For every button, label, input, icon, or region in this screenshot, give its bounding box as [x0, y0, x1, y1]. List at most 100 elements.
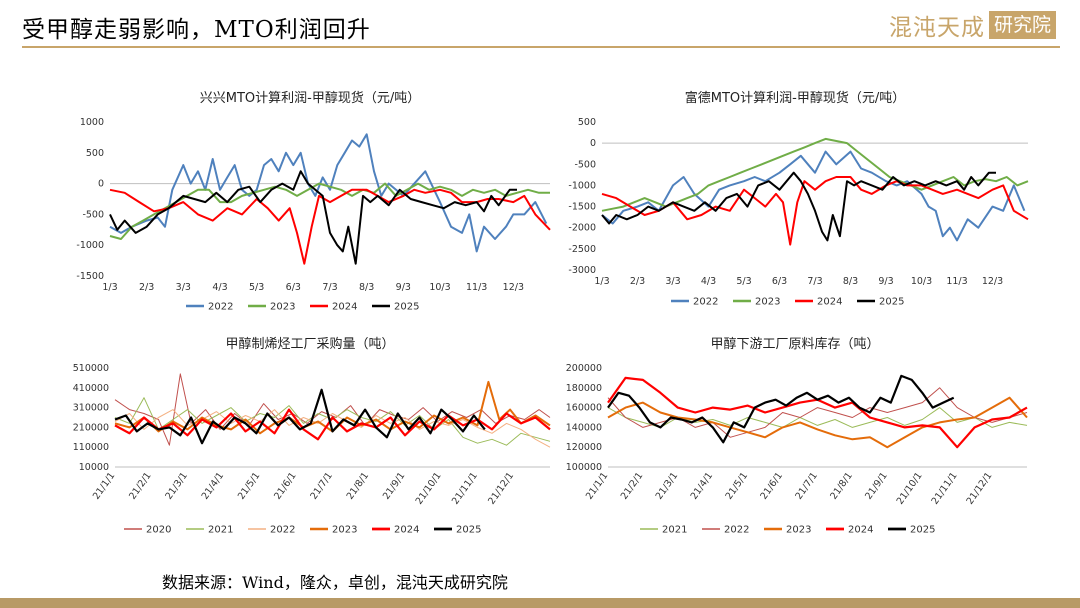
series-line-2025 [109, 170, 517, 265]
series-line-2022 [601, 150, 1026, 242]
y-tick-label: 0 [590, 138, 596, 149]
x-tick-label: 4/3 [212, 282, 227, 293]
x-tick-label: 3/3 [176, 282, 191, 293]
legend-label-2023: 2023 [332, 525, 357, 536]
y-tick-label: 10000 [79, 462, 109, 473]
y-tick-label: -1500 [568, 202, 596, 213]
x-tick-label: 21/5/1 [236, 470, 263, 501]
x-tick-label: 21/6/1 [758, 470, 785, 501]
series-line-2025 [114, 388, 486, 445]
x-tick-label: 10/3 [911, 276, 932, 287]
y-tick-label: -1000 [568, 180, 596, 191]
x-tick-label: 21/4/1 [689, 470, 716, 501]
y-tick-label: 180000 [566, 383, 602, 394]
legend-label-2022: 2022 [208, 302, 233, 313]
series-line-2023 [607, 396, 1028, 449]
x-tick-label: 12/3 [503, 282, 524, 293]
legend-label-2024: 2024 [817, 297, 842, 308]
x-tick-label: 21/6/1 [272, 470, 299, 501]
legend-label-2022: 2022 [724, 525, 749, 536]
legend-label-2024: 2024 [332, 302, 357, 313]
x-tick-label: 21/9/1 [863, 470, 890, 501]
y-tick-label: 410000 [73, 383, 109, 394]
legend-label-2022: 2022 [270, 525, 295, 536]
x-tick-label: 21/10/1 [895, 470, 925, 506]
chart-fude: 富德MTO计算利润-甲醇现货（元/吨） -3000 -2500 -2000 -1500 -… [568, 90, 1029, 308]
legend-label-2024: 2024 [848, 525, 873, 536]
y-tick-label: 500 [578, 117, 596, 128]
legend-label-2025: 2025 [879, 297, 904, 308]
y-tick-label: 140000 [566, 422, 602, 433]
legend-label-2020: 2020 [146, 525, 171, 536]
legend-label-2023: 2023 [755, 297, 780, 308]
legend-label-2022: 2022 [693, 297, 718, 308]
x-tick-label: 2/3 [630, 276, 645, 287]
x-tick-label: 21/1/1 [584, 470, 611, 501]
x-tick-label: 21/9/1 [381, 470, 408, 501]
x-tick-label: 10/3 [429, 282, 450, 293]
legend-label-2021: 2021 [662, 525, 687, 536]
y-tick-label: -500 [82, 209, 104, 220]
y-tick-label: 110000 [73, 442, 109, 453]
x-tick-label: 21/12/1 [486, 470, 516, 506]
x-tick-label: 21/3/1 [163, 470, 190, 501]
y-tick-label: -2000 [568, 223, 596, 234]
x-tick-label: 7/3 [322, 282, 337, 293]
x-tick-label: 21/5/1 [724, 470, 751, 501]
x-tick-label: 11/3 [946, 276, 967, 287]
legend-label-2023: 2023 [786, 525, 811, 536]
brand-logo: 混沌天成 研究院 [889, 10, 1056, 41]
x-tick-label: 8/3 [359, 282, 374, 293]
chart-title: 甲醇下游工厂原料库存（吨） [710, 336, 879, 352]
x-tick-label: 21/3/1 [654, 470, 681, 501]
y-tick-label: 210000 [73, 422, 109, 433]
series-line-2021 [114, 397, 551, 446]
footer-bar [0, 598, 1080, 608]
y-tick-label: 120000 [566, 442, 602, 453]
x-tick-label: 8/3 [843, 276, 858, 287]
x-tick-label: 21/7/1 [308, 470, 335, 501]
header-rule [22, 46, 1060, 48]
legend-label-2021: 2021 [208, 525, 233, 536]
series-line-2024 [601, 176, 1029, 246]
x-tick-label: 3/3 [665, 276, 680, 287]
y-tick-label: -1000 [76, 240, 104, 251]
y-tick-label: -2500 [568, 244, 596, 255]
x-tick-label: 21/2/1 [127, 470, 154, 501]
x-tick-label: 5/3 [736, 276, 751, 287]
series-line-2024 [607, 376, 1028, 449]
legend-label-2025: 2025 [456, 525, 481, 536]
x-tick-label: 21/12/1 [965, 470, 995, 506]
x-tick-label: 21/11/1 [450, 470, 480, 506]
x-tick-label: 4/3 [701, 276, 716, 287]
y-tick-label: 0 [98, 179, 104, 190]
y-tick-label: 310000 [73, 403, 109, 414]
legend-label-2023: 2023 [270, 302, 295, 313]
brand-box: 研究院 [988, 11, 1056, 39]
legend-label-2025: 2025 [394, 302, 419, 313]
y-tick-label: 200000 [566, 363, 602, 374]
x-tick-label: 21/2/1 [619, 470, 646, 501]
page-title: 受甲醇走弱影响，MTO利润回升 [22, 17, 371, 43]
x-tick-label: 21/4/1 [200, 470, 227, 501]
x-tick-label: 12/3 [982, 276, 1003, 287]
x-tick-label: 1/3 [102, 282, 117, 293]
chart-xingxing: 兴兴MTO计算利润-甲醇现货（元/吨） -1500 -1000 -500 0 500 100… [76, 90, 551, 313]
chart-title: 兴兴MTO计算利润-甲醇现货（元/吨） [200, 90, 420, 106]
series-line-2025 [601, 171, 996, 242]
y-tick-label: 1000 [80, 117, 104, 128]
x-tick-label: 5/3 [249, 282, 264, 293]
y-tick-label: 510000 [73, 363, 109, 374]
legend-label-2025: 2025 [910, 525, 935, 536]
chart-purchase: 甲醇制烯烃工厂采购量（吨） 10000 110000 210000 310000 4100… [73, 336, 551, 536]
chart-title: 甲醇制烯烃工厂采购量（吨） [225, 336, 394, 352]
series-line-2023 [109, 182, 550, 240]
x-tick-label: 21/1/1 [91, 470, 118, 501]
x-tick-label: 21/10/1 [414, 470, 444, 506]
y-tick-label: 100000 [566, 462, 602, 473]
x-tick-label: 2/3 [139, 282, 154, 293]
chart-inventory: 甲醇下游工厂原料库存（吨） 100000 120000 140000 160000 180… [566, 336, 1028, 536]
y-tick-label: 500 [86, 148, 104, 159]
y-tick-label: 160000 [566, 403, 602, 414]
x-tick-label: 7/3 [807, 276, 822, 287]
